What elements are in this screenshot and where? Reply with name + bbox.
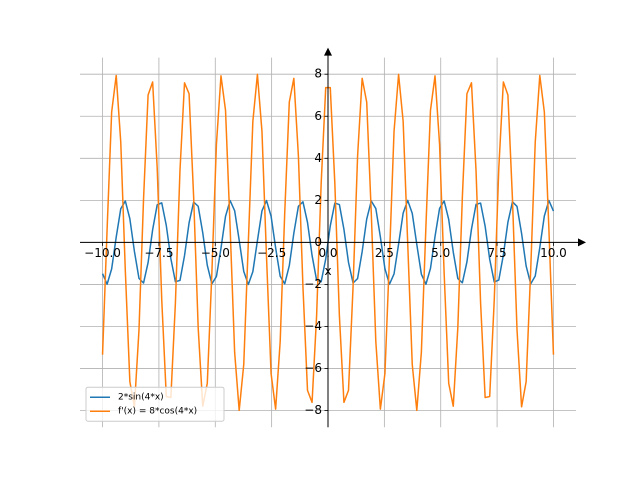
legend-label: 2*sin(4*x): [118, 393, 164, 403]
x-tick-label: 10.0: [540, 246, 567, 260]
y-tick-label: 6: [314, 109, 322, 123]
legend: 2*sin(4*x) f'(x) = 8*cos(4*x): [85, 386, 225, 422]
x-tick-label: −7.5: [144, 246, 173, 260]
y-axis-arrow: [324, 47, 332, 56]
y-tick-label: 2: [314, 193, 322, 207]
x-tick-label: −10.0: [84, 246, 121, 260]
y-tick-label: −8: [304, 403, 322, 417]
x-tick-label: 5.0: [431, 246, 450, 260]
x-tick-label: 7.5: [488, 246, 507, 260]
y-tick-label: 0: [314, 235, 322, 249]
y-tick-label: −2: [304, 277, 322, 291]
x-axis-label: x: [324, 264, 331, 278]
x-tick-label: −2.5: [257, 246, 286, 260]
x-tick-label: 2.5: [375, 246, 394, 260]
x-tick-label: −5.0: [201, 246, 230, 260]
y-tick-label: 8: [314, 67, 322, 81]
y-tick-label: 4: [314, 151, 322, 165]
legend-box: [85, 386, 225, 422]
x-tick-label: 0.0: [318, 246, 337, 260]
x-axis-arrow: [578, 238, 586, 247]
y-tick-label: −6: [304, 361, 322, 375]
y-tick-label: −4: [304, 319, 322, 333]
legend-label: f'(x) = 8*cos(4*x): [118, 407, 197, 417]
